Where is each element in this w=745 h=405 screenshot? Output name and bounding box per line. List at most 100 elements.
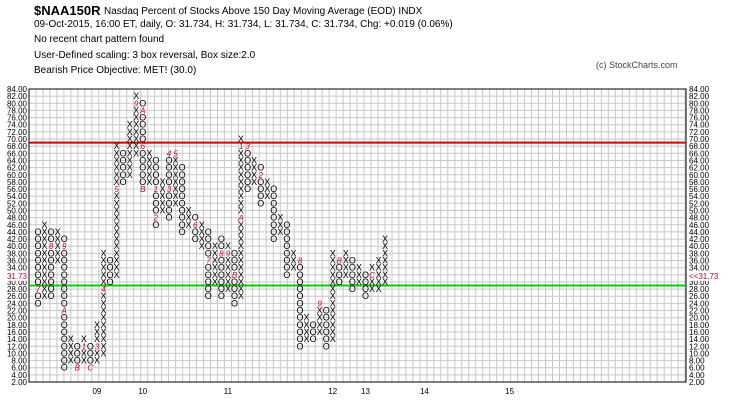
x-box: X [330,334,336,344]
o-box: O [165,191,172,201]
o-box: O [192,213,199,223]
o-box: O [349,270,356,280]
chart-header: $NAA150R Nasdaq Percent of Stocks Above … [0,0,745,80]
y-tick-label-left: 40.00 [7,242,28,251]
o-box: O [48,284,55,294]
y-tick-label-left: 26.00 [7,292,28,301]
o-box: O [283,263,290,273]
x-box: X [330,306,336,316]
month-marker: 8 [298,257,303,266]
o-box: O [152,155,159,165]
x-box: X [159,177,165,187]
x-box: X [212,241,218,251]
o-box: O [107,277,114,287]
x-box: X [330,327,336,337]
o-box: O [34,291,41,301]
o-box: O [244,148,251,158]
o-box: O [296,320,303,330]
x-box: X [127,148,133,158]
x-box: X [238,177,244,187]
x-box: X [376,270,382,280]
o-box: O [244,184,251,194]
x-box: X [238,234,244,244]
o-box: O [349,263,356,273]
o-box: O [179,198,186,208]
y-tick-label-left: 36.00 [7,257,28,266]
y-tick-label-left: 2.00 [11,378,27,387]
x-box: X [133,120,139,130]
o-box: O [61,284,68,294]
x-box: X [94,327,100,337]
x-box: X [100,256,106,266]
o-box: O [139,120,146,130]
month-marker: 4 [167,149,172,158]
y-tick-label-right: 40.00 [689,242,710,251]
x-box: X [238,184,244,194]
o-box: O [61,348,68,358]
x-box: X [100,263,106,273]
x-box: X [212,270,218,280]
y-tick-label-left: 24.00 [7,299,28,308]
x-year-label: 12 [328,387,337,396]
y-tick-label-left: 48.00 [7,214,28,223]
month-marker: 5 [173,149,178,158]
o-box: O [74,356,81,366]
o-box: O [270,234,277,244]
y-tick-label-right: 82.00 [689,92,710,101]
o-box: O [296,270,303,280]
x-box: X [173,184,179,194]
current-value-label-left: 31.73 [7,272,28,281]
o-box: O [244,170,251,180]
o-box: O [34,277,41,287]
o-box: O [61,256,68,266]
o-box: O [296,334,303,344]
x-box: X [330,263,336,273]
o-box: O [270,213,277,223]
month-marker: 8 [219,249,224,258]
o-box: O [323,334,330,344]
y-tick-label-left: 14.00 [7,335,28,344]
o-box: O [61,363,68,373]
month-marker: B [140,185,146,194]
month-marker: 6 [193,221,198,230]
y-tick-label-right: 38.00 [689,249,710,258]
o-box: O [257,177,264,187]
o-box: O [205,284,212,294]
o-box: O [244,177,251,187]
x-box: X [317,320,323,330]
y-tick-label-left: 80.00 [7,99,28,108]
x-box: X [173,191,179,201]
x-box: X [212,256,218,266]
month-marker: 6 [141,142,146,151]
x-box: X [238,270,244,280]
x-box: X [238,163,244,173]
y-tick-label-right: 76.00 [689,114,710,123]
o-box: O [336,277,343,287]
y-tick-label-left: 72.00 [7,128,28,137]
o-box: O [139,127,146,137]
o-box: O [48,256,55,266]
x-year-label: 10 [138,387,147,396]
o-box: O [205,234,212,244]
o-box: O [270,198,277,208]
x-box: X [100,334,106,344]
o-box: O [296,284,303,294]
o-box: O [120,163,127,173]
o-box: O [323,327,330,337]
o-box: O [152,163,159,173]
y-tick-label-left: 18.00 [7,321,28,330]
y-tick-label-left: 84.00 [7,85,28,94]
x-box: X [42,277,48,287]
x-box: X [42,256,48,266]
y-tick-label-right: 64.00 [689,156,710,165]
o-box: O [165,177,172,187]
x-box: X [127,170,133,180]
x-box: X [343,248,349,258]
x-box: X [186,205,192,215]
o-box: O [179,220,186,230]
o-box: O [270,220,277,230]
o-box: O [48,277,55,287]
y-tick-label-left: 76.00 [7,114,28,123]
o-box: O [139,148,146,158]
y-tick-label-left: 10.00 [7,349,28,358]
